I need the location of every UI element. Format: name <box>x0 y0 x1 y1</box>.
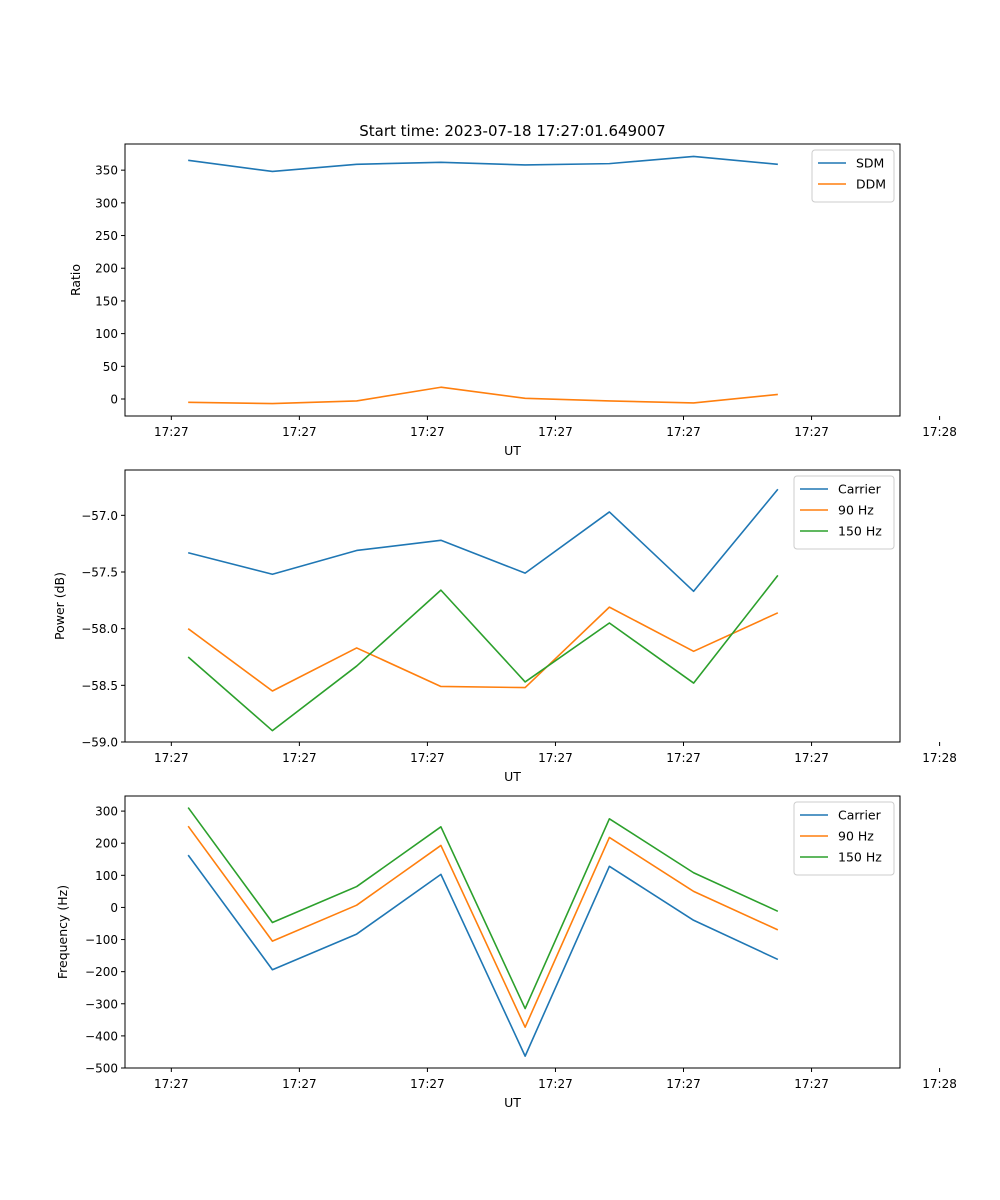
x-axis-label: UT <box>504 443 521 458</box>
x-tick-label: 17:27 <box>282 425 317 439</box>
x-tick-label: 17:28 <box>922 1077 957 1091</box>
x-tick-label: 17:27 <box>410 425 445 439</box>
x-tick-label: 17:27 <box>794 1077 829 1091</box>
series-line-carrier <box>187 488 779 593</box>
y-tick-label: −100 <box>85 933 118 947</box>
y-tick-label: −58.0 <box>81 622 118 636</box>
y-tick-label: −58.5 <box>81 679 118 693</box>
x-tick-label: 17:27 <box>410 751 445 765</box>
legend-label: SDM <box>856 156 884 171</box>
y-tick-label: 50 <box>103 360 118 374</box>
x-tick-label: 17:27 <box>538 1077 573 1091</box>
subplot-3: −500 −400 −300 −200 −100 0 100 200 300 17:27 17:27… <box>55 795 957 1110</box>
subplot-2: −59.0 −58.5 −58.0 −57.5 −57.0 17:27 17:27 17:27… <box>52 469 957 784</box>
legend-label: 90 Hz <box>838 503 874 518</box>
y-tick-label: 100 <box>95 327 118 341</box>
legend-label: 150 Hz <box>838 850 882 865</box>
x-tick-label: 17:27 <box>410 1077 445 1091</box>
legend: Carrier 90 Hz 150 Hz <box>793 801 895 876</box>
x-tick-label: 17:27 <box>666 1077 701 1091</box>
chart-title: Start time: 2023-07-18 17:27:01.649007 <box>359 122 665 140</box>
y-axis-label: Ratio <box>68 264 83 296</box>
x-tick-label: 17:27 <box>538 425 573 439</box>
series-line-150-hz <box>187 574 779 732</box>
legend-label: 150 Hz <box>838 524 882 539</box>
axes-frame <box>124 795 901 1069</box>
y-tick-label: 300 <box>95 196 118 210</box>
y-axis-label: Power (dB) <box>52 572 67 640</box>
x-tick-label: 17:28 <box>922 751 957 765</box>
subplot-1: 0 50 100 150 200 250 300 350 17:27 17:27 17:27 17:2… <box>68 122 957 458</box>
y-tick-label: 200 <box>95 837 118 851</box>
x-tick-label: 17:27 <box>666 425 701 439</box>
y-tick-label: 350 <box>95 164 118 178</box>
x-axis-label: UT <box>504 769 521 784</box>
y-axis-label: Frequency (Hz) <box>55 885 70 979</box>
y-tick-label: 0 <box>110 901 118 915</box>
axes-frame <box>124 143 901 417</box>
x-axis-label: UT <box>504 1095 521 1110</box>
x-tick-label: 17:27 <box>538 751 573 765</box>
y-tick-label: −59.0 <box>81 736 118 750</box>
series-line-90-hz <box>187 825 779 1029</box>
x-tick-label: 17:27 <box>282 751 317 765</box>
y-tick-label: 150 <box>95 294 118 308</box>
series-line-ddm <box>188 386 778 405</box>
legend-label: Carrier <box>838 482 882 497</box>
x-tick-label: 17:27 <box>154 751 189 765</box>
legend-label: Carrier <box>838 808 882 823</box>
y-tick-label: −57.0 <box>81 509 118 523</box>
x-tick-label: 17:27 <box>282 1077 317 1091</box>
y-tick-label: 0 <box>110 393 118 407</box>
axes-frame <box>124 469 901 743</box>
legend-label: 90 Hz <box>838 829 874 844</box>
y-tick-label: 300 <box>95 805 118 819</box>
y-tick-label: −57.5 <box>81 566 118 580</box>
x-tick-label: 17:27 <box>154 425 189 439</box>
series-line-carrier <box>187 854 779 1057</box>
y-tick-label: 200 <box>95 262 118 276</box>
series-line-90-hz <box>187 606 779 692</box>
x-tick-label: 17:27 <box>154 1077 189 1091</box>
x-tick-label: 17:27 <box>794 425 829 439</box>
legend-label: DDM <box>856 177 886 192</box>
x-tick-label: 17:27 <box>666 751 701 765</box>
legend: Carrier 90 Hz 150 Hz <box>793 475 895 550</box>
x-tick-label: 17:27 <box>794 751 829 765</box>
y-tick-label: 250 <box>95 229 118 243</box>
series-line-sdm <box>188 155 778 173</box>
y-tick-label: −300 <box>85 997 118 1011</box>
series-line-150-hz <box>187 807 779 1010</box>
y-tick-label: 100 <box>95 869 118 883</box>
legend: SDM DDM <box>811 149 895 203</box>
x-tick-label: 17:28 <box>922 425 957 439</box>
y-tick-label: −200 <box>85 965 118 979</box>
y-tick-label: −500 <box>85 1062 118 1076</box>
y-tick-label: −400 <box>85 1029 118 1043</box>
